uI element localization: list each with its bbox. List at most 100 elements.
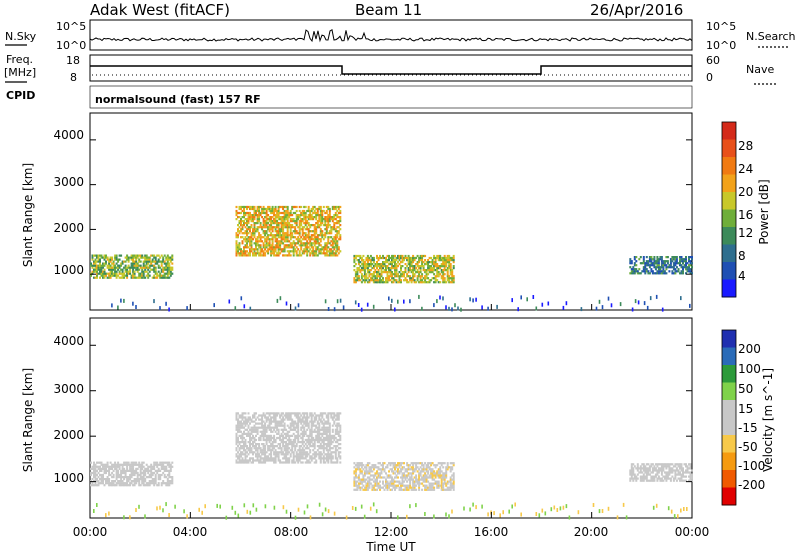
heatmap-cell — [299, 447, 301, 449]
heatmap-cell — [339, 216, 341, 218]
heatmap-cell — [276, 238, 278, 240]
heatmap-cell — [327, 222, 329, 224]
heatmap-cell — [368, 257, 370, 259]
heatmap-cell — [270, 439, 272, 441]
heatmap-cell — [394, 308, 396, 312]
heatmap-cell — [245, 416, 247, 418]
heatmap-cell — [311, 236, 313, 238]
heatmap-cell — [254, 224, 256, 226]
heatmap-cell — [297, 425, 299, 427]
heatmap-cell — [294, 421, 296, 423]
heatmap-cell — [251, 244, 253, 246]
heatmap-cell — [457, 307, 459, 311]
heatmap-cell — [400, 267, 402, 269]
heatmap-cell — [448, 279, 450, 281]
colorbar-swatch — [722, 210, 736, 228]
heatmap-cell — [303, 441, 305, 443]
heatmap-cell — [90, 275, 92, 277]
heatmap-cell — [117, 261, 119, 263]
heatmap-cell — [278, 453, 280, 455]
heatmap-cell — [629, 266, 631, 268]
heatmap-cell — [400, 470, 402, 472]
heatmap-cell — [252, 443, 254, 445]
heatmap-cell — [287, 210, 289, 212]
heatmap-cell — [421, 263, 423, 265]
heatmap-cell — [424, 462, 426, 464]
heatmap-cell — [308, 250, 310, 252]
heatmap-cell — [338, 232, 340, 234]
heatmap-cell — [409, 275, 411, 277]
heatmap-cell — [251, 419, 253, 421]
heatmap-cell — [264, 433, 266, 435]
heatmap-cell — [399, 259, 401, 261]
heatmap-cell — [263, 412, 265, 414]
heatmap-cell — [263, 437, 265, 439]
heatmap-cell — [278, 224, 280, 226]
heatmap-cell — [294, 248, 296, 250]
heatmap-cell — [336, 445, 338, 447]
heatmap-cell — [317, 421, 319, 423]
heatmap-cell — [430, 257, 432, 259]
heatmap-cell — [436, 263, 438, 265]
heatmap-cell — [676, 258, 678, 260]
heatmap-cell — [365, 468, 367, 470]
heatmap-cell — [242, 419, 244, 421]
heatmap-cell — [391, 489, 393, 491]
heatmap-cell — [320, 208, 322, 210]
heatmap-cell — [408, 474, 410, 476]
heatmap-cell — [144, 478, 146, 480]
heatmap-cell — [637, 270, 639, 272]
heatmap-cell — [270, 232, 272, 234]
heatmap-cell — [162, 472, 164, 474]
heatmap-cell — [297, 439, 299, 441]
heatmap-cell — [237, 224, 239, 226]
heatmap-cell — [314, 429, 316, 431]
heatmap-cell — [332, 220, 334, 222]
heatmap-cell — [406, 279, 408, 281]
heatmap-cell — [246, 429, 248, 431]
heatmap-cell — [408, 489, 410, 491]
heatmap-cell — [311, 459, 313, 461]
heatmap-cell — [409, 299, 411, 303]
heatmap-cell — [302, 234, 304, 236]
heatmap-cell — [270, 423, 272, 425]
heatmap-cell — [365, 273, 367, 275]
heatmap-cell — [418, 468, 420, 470]
heatmap-cell — [258, 232, 260, 234]
heatmap-cell — [254, 218, 256, 220]
heatmap-cell — [293, 240, 295, 242]
heatmap-cell — [394, 462, 396, 464]
heatmap-cell — [674, 478, 676, 480]
heatmap-cell — [261, 419, 263, 421]
heatmap-cell — [581, 307, 583, 311]
heatmap-cell — [281, 414, 283, 416]
heatmap-cell — [284, 250, 286, 252]
heatmap-cell — [297, 242, 299, 244]
heatmap-cell — [445, 476, 447, 478]
heatmap-cell — [409, 485, 411, 487]
heatmap-cell — [358, 485, 360, 487]
heatmap-cell — [126, 468, 128, 470]
heatmap-cell — [379, 485, 381, 487]
heatmap-cell — [327, 238, 329, 240]
heatmap-cell — [327, 246, 329, 248]
heatmap-cell — [387, 265, 389, 267]
heatmap-cell — [266, 431, 268, 433]
heatmap-cell — [306, 445, 308, 447]
heatmap-cell — [275, 439, 277, 441]
heatmap-cell — [237, 439, 239, 441]
heatmap-cell — [396, 466, 398, 468]
heatmap-cell — [646, 268, 648, 270]
heatmap-cell — [647, 471, 649, 473]
heatmap-cell — [246, 244, 248, 246]
heatmap-cell — [339, 455, 341, 457]
heatmap-cell — [299, 416, 301, 418]
heatmap-cell — [288, 216, 290, 218]
heatmap-cell — [339, 224, 341, 226]
heatmap-cell — [356, 481, 358, 483]
heatmap-cell — [266, 443, 268, 445]
heatmap-cell — [278, 214, 280, 216]
heatmap-cell — [258, 453, 260, 455]
heatmap-cell — [104, 259, 106, 261]
heatmap-cell — [451, 271, 453, 273]
